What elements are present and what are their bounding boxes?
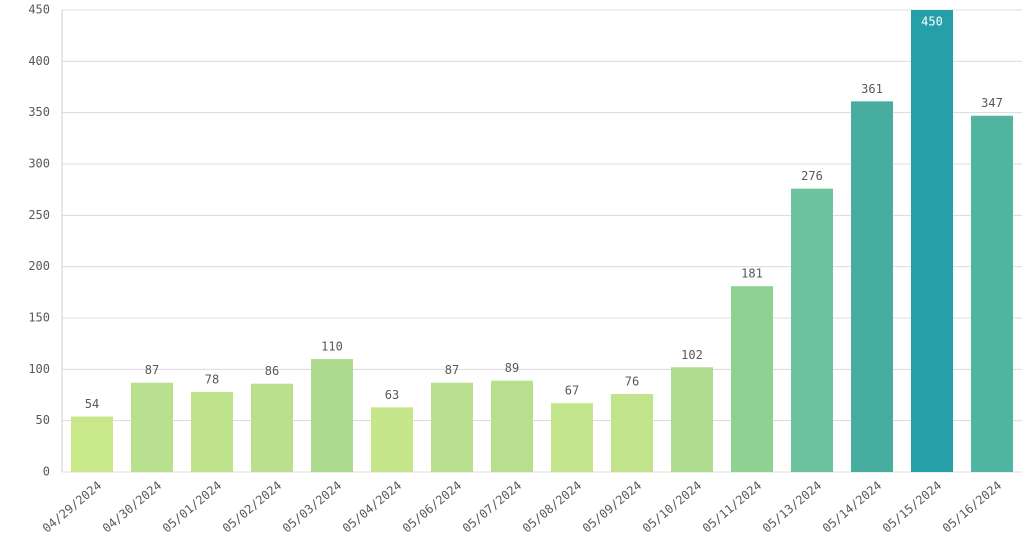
bar [671, 367, 713, 472]
x-tick-label: 04/30/2024 [100, 478, 164, 535]
value-label: 54 [85, 397, 99, 411]
value-label: 347 [981, 96, 1003, 110]
value-label: 361 [861, 82, 883, 96]
value-label: 450 [921, 15, 943, 29]
value-label: 89 [505, 361, 519, 375]
bar [851, 101, 893, 472]
bar [191, 391, 233, 472]
x-tick-label: 05/09/2024 [580, 478, 644, 535]
x-tick-label: 05/03/2024 [280, 478, 344, 535]
x-tick-label: 05/08/2024 [520, 478, 584, 535]
x-tick-label: 05/02/2024 [220, 478, 284, 535]
bar [731, 286, 773, 472]
bar [611, 393, 653, 472]
bar [791, 188, 833, 472]
value-label: 181 [741, 267, 763, 281]
bar [71, 416, 113, 472]
y-tick-label: 250 [28, 208, 50, 222]
bar [371, 407, 413, 472]
value-label: 102 [681, 348, 703, 362]
bar [491, 380, 533, 472]
y-tick-label: 350 [28, 105, 50, 119]
value-label: 67 [565, 384, 579, 398]
y-tick-label: 300 [28, 157, 50, 171]
y-tick-label: 450 [28, 3, 50, 17]
bar [311, 359, 353, 472]
bar [911, 10, 953, 472]
bar [131, 382, 173, 472]
x-tick-label: 05/01/2024 [160, 478, 224, 535]
x-tick-label: 05/10/2024 [640, 478, 704, 535]
value-label: 276 [801, 169, 823, 183]
x-tick-label: 05/07/2024 [460, 478, 524, 535]
value-label: 87 [145, 363, 159, 377]
y-tick-label: 150 [28, 311, 50, 325]
bar [251, 383, 293, 472]
bar [551, 403, 593, 472]
x-tick-label: 05/04/2024 [340, 478, 404, 535]
x-tick-label: 05/06/2024 [400, 478, 464, 535]
y-tick-label: 0 [43, 465, 50, 479]
bar [971, 115, 1013, 472]
x-tick-label: 05/15/2024 [880, 478, 944, 535]
value-label: 63 [385, 388, 399, 402]
y-tick-label: 200 [28, 259, 50, 273]
x-tick-label: 05/11/2024 [700, 478, 764, 535]
bar [431, 382, 473, 472]
x-tick-label: 05/13/2024 [760, 478, 824, 535]
x-tick-label: 05/14/2024 [820, 478, 884, 535]
value-label: 87 [445, 363, 459, 377]
x-tick-label: 04/29/2024 [40, 478, 104, 535]
y-tick-label: 400 [28, 54, 50, 68]
value-label: 76 [625, 374, 639, 388]
y-tick-label: 50 [36, 413, 50, 427]
x-tick-label: 05/16/2024 [940, 478, 1004, 535]
value-label: 86 [265, 364, 279, 378]
value-label: 110 [321, 340, 343, 354]
value-label: 78 [205, 372, 219, 386]
y-tick-label: 100 [28, 362, 50, 376]
